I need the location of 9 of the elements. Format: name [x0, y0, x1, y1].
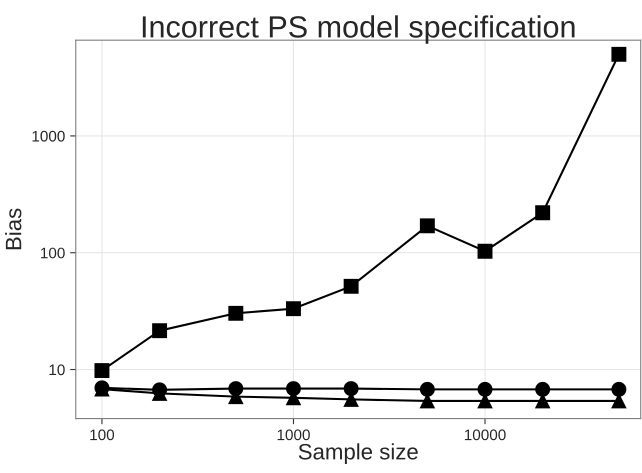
x-tick-label: 100 [90, 429, 114, 440]
y-tick-label: 1000 [32, 130, 65, 142]
x-tick-label: 1000 [278, 429, 310, 440]
y-tick-label: 100 [41, 248, 65, 258]
x-axis-title: Sample size [298, 443, 418, 464]
y-tick-label: 10 [50, 364, 65, 376]
x-tick-label: 10000 [464, 429, 506, 440]
y-axis-title: Bias [5, 208, 22, 250]
chart-title: Incorrect PS model specification [142, 15, 574, 44]
